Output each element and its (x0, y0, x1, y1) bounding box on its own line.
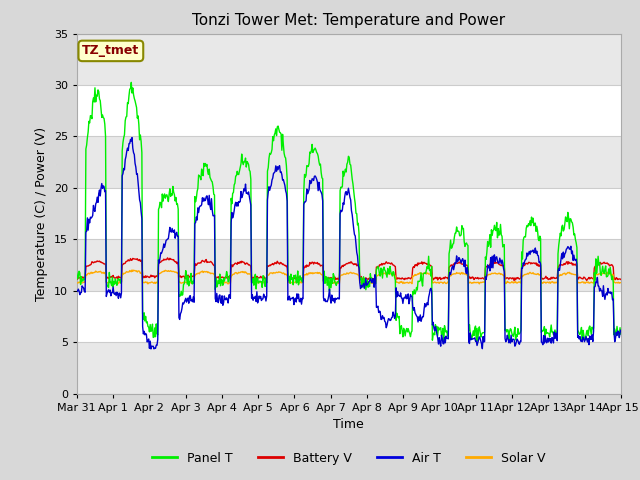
Text: TZ_tmet: TZ_tmet (82, 44, 140, 58)
Y-axis label: Temperature (C) / Power (V): Temperature (C) / Power (V) (35, 127, 48, 300)
Bar (77, 34, 621, 85)
Bar (77, 136, 621, 188)
Bar (77, 342, 621, 394)
Legend: Panel T, Battery V, Air T, Solar V: Panel T, Battery V, Air T, Solar V (147, 447, 550, 469)
X-axis label: Time: Time (333, 418, 364, 431)
Title: Tonzi Tower Met: Temperature and Power: Tonzi Tower Met: Temperature and Power (192, 13, 506, 28)
Bar (77, 240, 621, 291)
